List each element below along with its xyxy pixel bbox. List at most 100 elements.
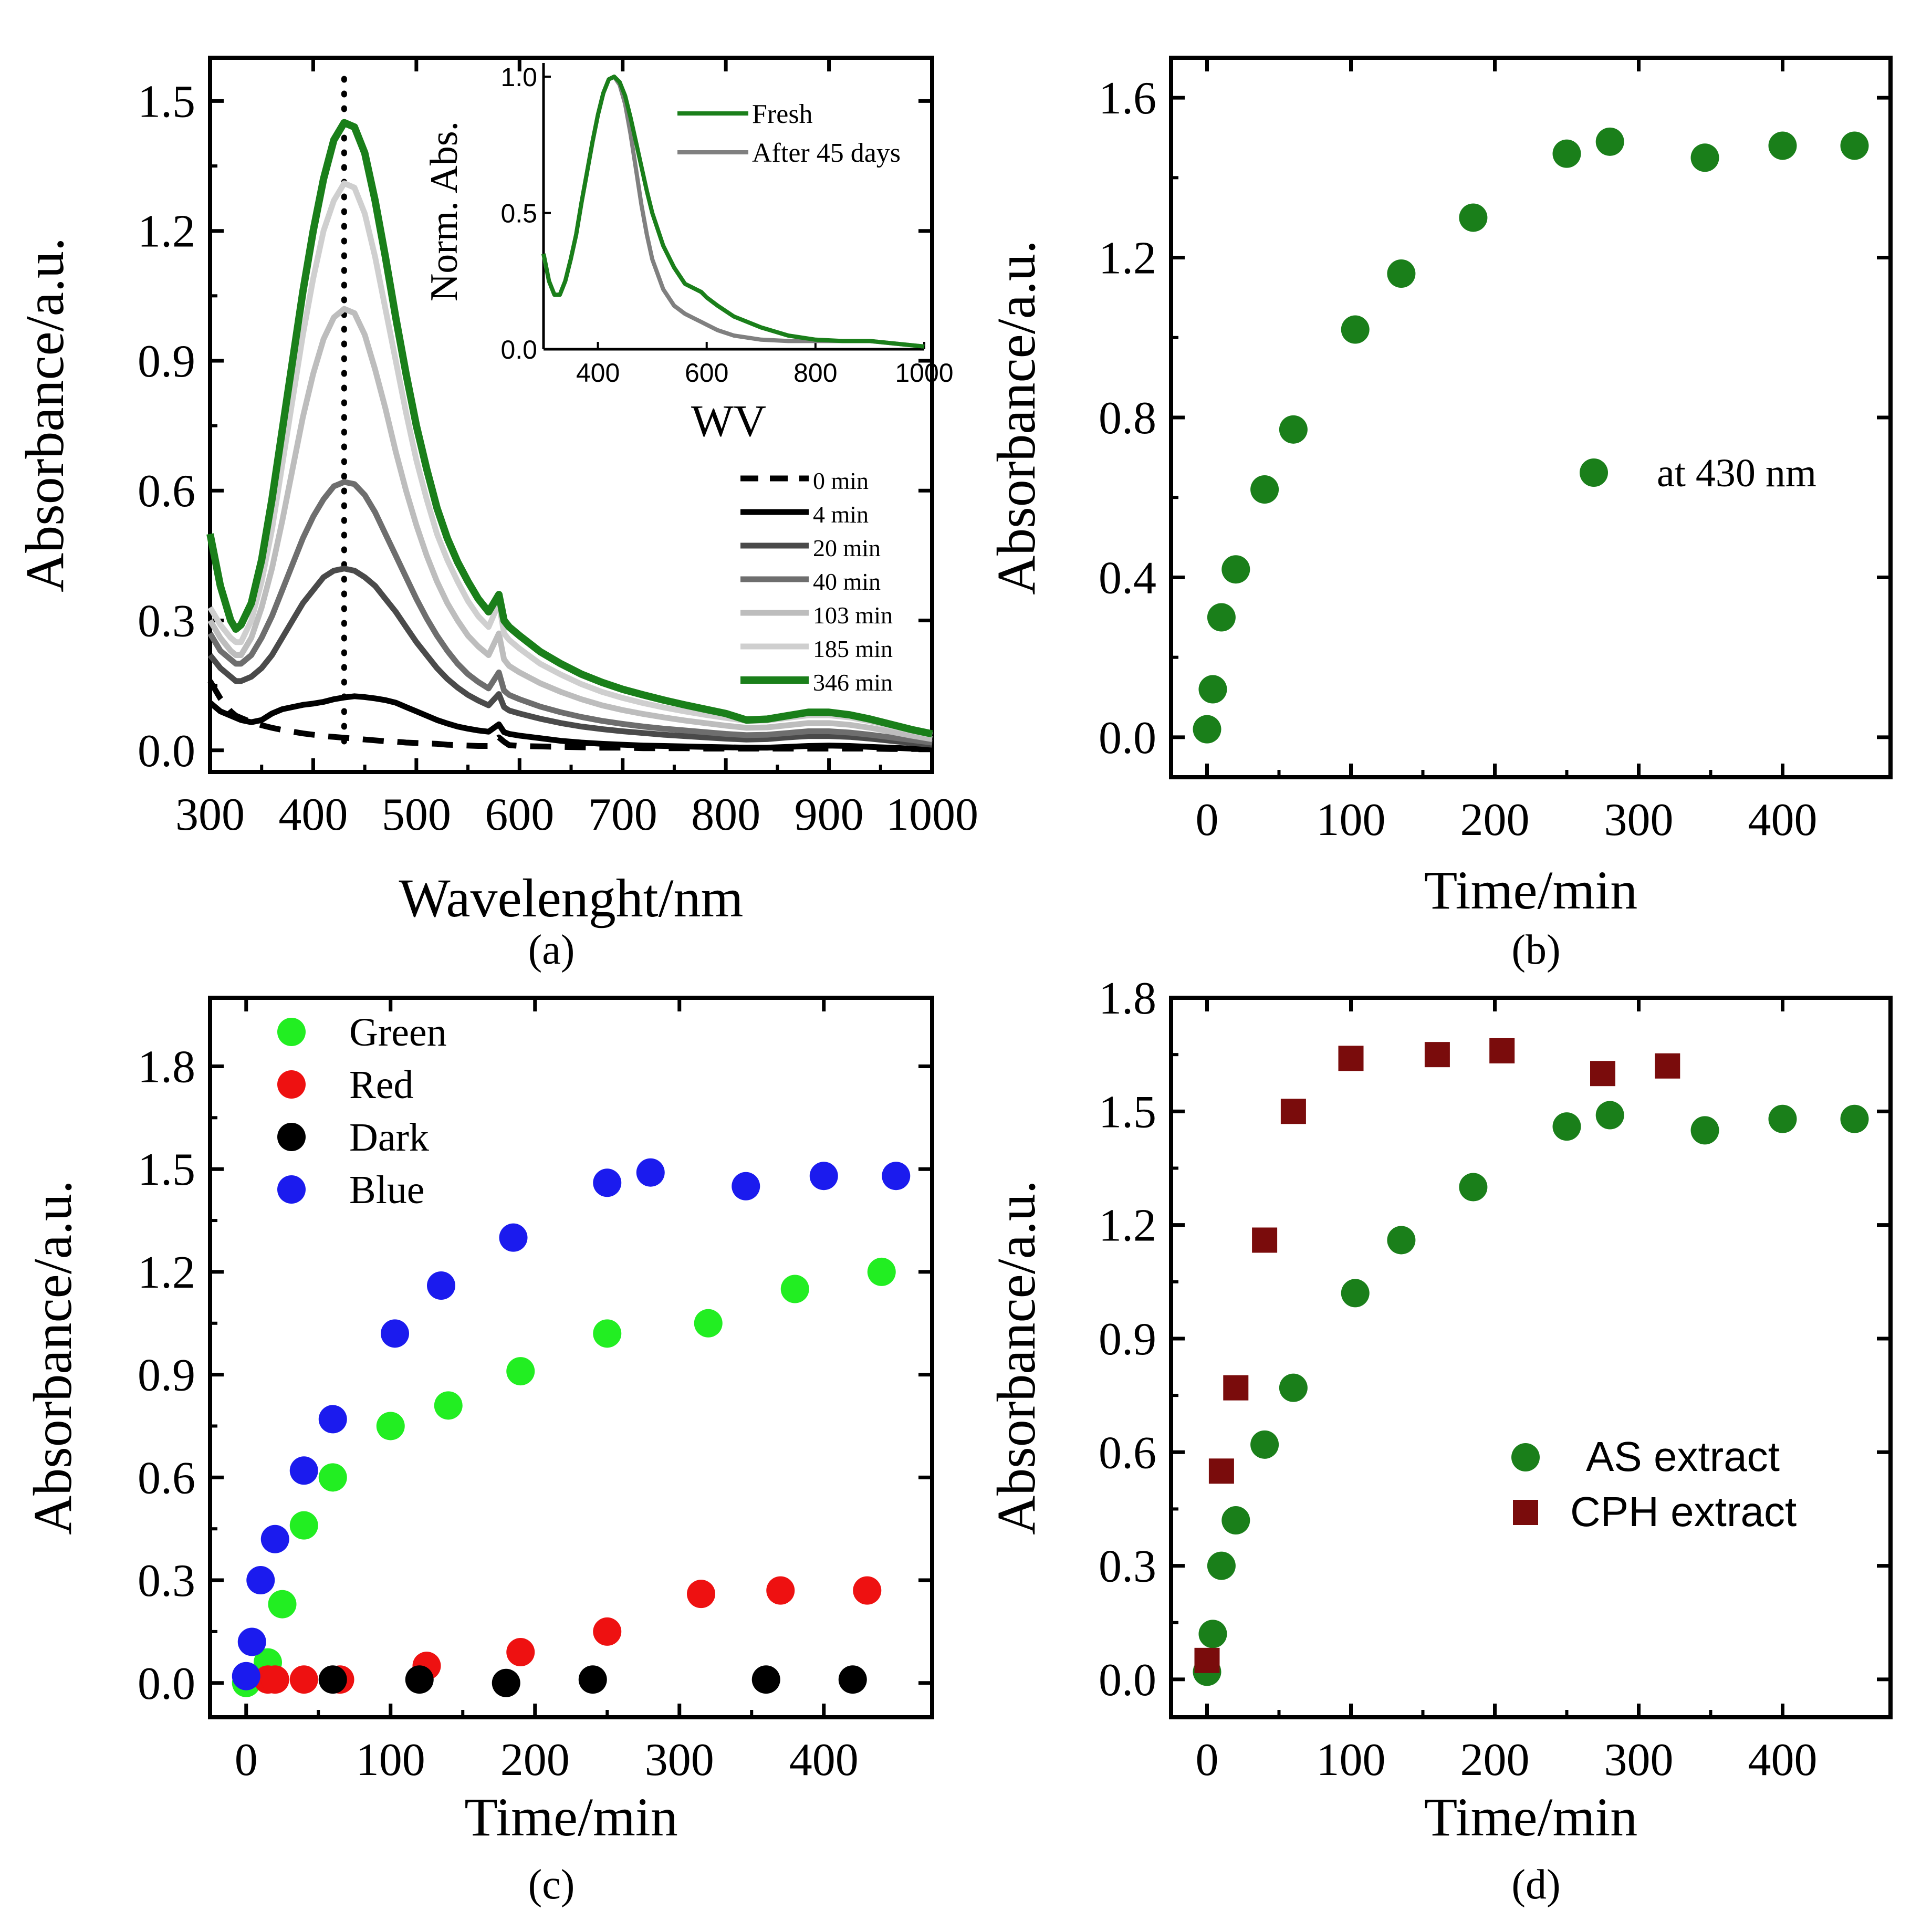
data-point-AS-extract xyxy=(1768,1104,1797,1133)
data-point-Red xyxy=(289,1665,318,1694)
data-point-Green xyxy=(694,1309,723,1338)
x-axis-label: Time/min xyxy=(1424,1787,1638,1847)
data-point-Blue xyxy=(593,1168,622,1197)
inset-x-tick-label: 800 xyxy=(793,358,837,388)
x-tick-label: 800 xyxy=(691,789,760,840)
panel-caption: (c) xyxy=(528,1862,575,1908)
legend-label: Red xyxy=(349,1063,413,1107)
x-tick-label: 300 xyxy=(645,1735,714,1786)
data-point-at-430-nm xyxy=(1552,139,1581,168)
inset-x-tick-label: 600 xyxy=(685,358,728,388)
data-point-AS-extract xyxy=(1595,1101,1624,1130)
y-tick-label: 0.6 xyxy=(1099,1427,1156,1478)
x-tick-label: 100 xyxy=(1317,1735,1386,1786)
data-point-AS-extract xyxy=(1207,1551,1236,1580)
data-point-AS-extract xyxy=(1459,1173,1488,1202)
x-tick-label: 600 xyxy=(485,789,554,840)
panel-b-scatter: 0 100 200 300 400 0.0 0.4 0.8 1.2 1.6 Time/min Abso… xyxy=(986,56,1893,973)
legend-marker xyxy=(277,1175,306,1204)
plot-frame xyxy=(208,996,934,1719)
y-axis-label: Absorbance/a.u. xyxy=(986,240,1047,595)
inset-x-tick-label: 1000 xyxy=(895,358,953,388)
data-point-at-430-nm xyxy=(1768,131,1797,160)
data-point-Red xyxy=(687,1580,715,1609)
y-tick-label: 1.5 xyxy=(138,76,195,127)
data-point-CPH-extract xyxy=(1338,1046,1364,1071)
y-tick-label: 0.6 xyxy=(138,1453,195,1504)
data-point-Dark xyxy=(578,1665,607,1694)
x-tick-label: 300 xyxy=(1604,1735,1674,1786)
y-tick-label: 0.0 xyxy=(138,1658,195,1709)
data-point-Blue xyxy=(232,1662,260,1690)
spectrum-line-103-min xyxy=(207,306,933,742)
data-point-AS-extract xyxy=(1690,1116,1719,1145)
inset-legend-label: After 45 days xyxy=(752,138,901,168)
spectrum-line-4-min xyxy=(208,693,933,752)
plot-frame xyxy=(1169,56,1893,779)
legend-label: Dark xyxy=(349,1115,429,1160)
data-point-AS-extract xyxy=(1279,1373,1308,1402)
y-tick-label: 1.2 xyxy=(138,1247,195,1298)
data-point-AS-extract xyxy=(1552,1112,1581,1141)
data-point-Dark xyxy=(751,1665,780,1694)
y-tick-label: 0.3 xyxy=(1099,1541,1156,1592)
legend-label: Green xyxy=(349,1010,447,1055)
data-point-at-430-nm xyxy=(1250,475,1279,504)
legend-marker xyxy=(1513,1500,1538,1525)
data-point-Blue xyxy=(289,1456,318,1485)
spectrum-line-20-min xyxy=(207,566,933,748)
data-point-Blue xyxy=(260,1525,289,1553)
inset-normalized-spectra: 400 600 800 1000 0.0 0.5 1.0 WV Norm. Abs. Fresh A… xyxy=(423,62,954,446)
data-point-Dark xyxy=(318,1665,347,1694)
x-tick-label: 200 xyxy=(1460,795,1530,845)
y-tick-label: 1.6 xyxy=(1099,73,1156,124)
inset-y-tick-label: 0.5 xyxy=(500,199,537,228)
x-axis-label: Time/min xyxy=(464,1787,678,1847)
legend-label: 0 min xyxy=(813,467,869,494)
x-tick-label: 300 xyxy=(175,789,245,840)
legend-marker xyxy=(277,1070,306,1099)
data-point-at-430-nm xyxy=(1198,675,1227,704)
data-point-CPH-extract xyxy=(1655,1053,1680,1079)
inset-line-After-45-days xyxy=(541,75,925,349)
y-tick-label: 1.2 xyxy=(138,206,195,257)
legend-label: at 430 nm xyxy=(1657,451,1816,495)
data-point-Green xyxy=(593,1319,622,1348)
y-axis-label: Absorbance/a.u. xyxy=(15,237,75,592)
inset-line-Fresh xyxy=(541,75,925,349)
y-axis-label: Absorbance/a.u. xyxy=(986,1180,1047,1535)
panel-a-uv-vis-spectra: 300 400 500 600 700 800 900 1000 0.0 0.3 0.6 0.9 1.2… xyxy=(15,56,978,973)
legend-label: 185 min xyxy=(813,635,893,662)
y-tick-label: 1.8 xyxy=(138,1041,195,1092)
y-tick-label: 0.9 xyxy=(138,1350,195,1401)
data-point-CPH-extract xyxy=(1223,1375,1249,1401)
legend-label: 20 min xyxy=(813,535,881,561)
x-tick-label: 400 xyxy=(789,1735,859,1786)
x-tick-label: 0 xyxy=(1196,1735,1219,1786)
data-point-Green xyxy=(867,1257,896,1286)
legend-label: 103 min xyxy=(813,602,893,629)
inset-y-tick-label: 1.0 xyxy=(500,62,537,92)
data-point-AS-extract xyxy=(1387,1226,1416,1255)
legend-marker xyxy=(277,1018,306,1046)
data-point-Blue xyxy=(381,1319,409,1348)
legend-label: AS extract xyxy=(1586,1433,1780,1480)
y-tick-label: 1.5 xyxy=(1099,1087,1156,1137)
legend-marker xyxy=(1580,458,1608,487)
x-tick-label: 700 xyxy=(588,789,657,840)
data-point-CPH-extract xyxy=(1280,1099,1306,1124)
x-tick-label: 500 xyxy=(382,789,451,840)
inset-legend-label: Fresh xyxy=(752,99,813,129)
data-point-Blue xyxy=(237,1627,266,1656)
data-point-CPH-extract xyxy=(1252,1227,1278,1253)
x-tick-label: 1000 xyxy=(886,789,978,840)
plot-frame xyxy=(1169,996,1893,1719)
spectrum-line-40-min xyxy=(207,479,933,746)
data-point-Green xyxy=(268,1590,297,1619)
panel-caption: (a) xyxy=(528,927,575,973)
data-point-Dark xyxy=(492,1668,520,1697)
data-point-at-430-nm xyxy=(1595,127,1624,156)
x-axis-label: Time/min xyxy=(1424,860,1638,921)
legend-marker xyxy=(277,1123,306,1151)
